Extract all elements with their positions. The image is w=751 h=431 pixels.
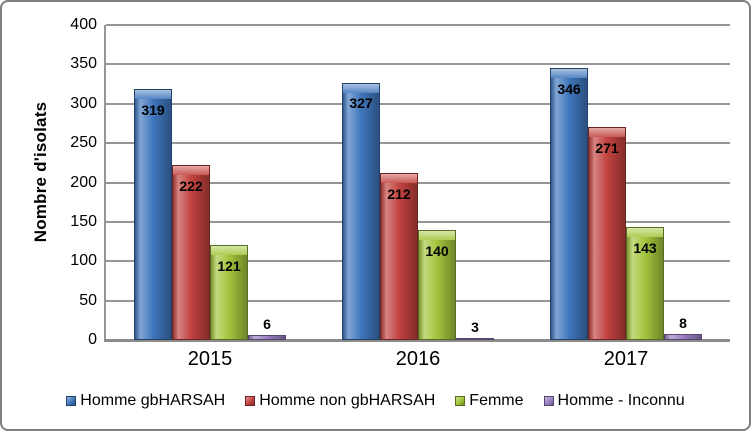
legend-marker-icon [245, 396, 256, 406]
y-tick-label: 250 [70, 134, 97, 152]
bar-value-label: 271 [595, 139, 619, 156]
bar-femme [626, 227, 664, 340]
bar-homme-inconnu [248, 335, 286, 340]
bar-femme [418, 229, 456, 340]
gridline [106, 142, 730, 145]
bar-homme-gbharsah [550, 67, 588, 340]
legend-item: Homme - Inconnu [543, 392, 685, 410]
legend-marker-icon [543, 396, 554, 406]
x-tick-label: 2016 [395, 348, 441, 370]
bar-bevel-cap [135, 89, 171, 99]
legend: Homme gbHARSAH Homme non gbHARSAH Femme Hom… [2, 392, 749, 410]
bar-value-label: 319 [141, 101, 165, 118]
bar-value-label: 222 [179, 178, 203, 195]
y-tick-label: 100 [70, 252, 97, 270]
y-tick-label: 0 [88, 331, 97, 348]
legend-marker-icon [66, 396, 77, 406]
bar-value-label: 140 [425, 242, 449, 259]
bar-bevel-cap [627, 228, 663, 238]
bar-value-label: 121 [217, 257, 241, 274]
bar-value-label: 212 [387, 186, 411, 203]
x-tick-label: 2015 [187, 348, 233, 370]
gridline [106, 220, 730, 223]
bar-femme [210, 244, 248, 340]
bar-bevel-cap [551, 68, 587, 78]
bar-bevel-cap [211, 245, 247, 255]
legend-label: Homme - Inconnu [557, 392, 685, 409]
x-tick-label: 2017 [603, 348, 649, 370]
gridline [106, 102, 730, 105]
bar-bevel-cap [381, 174, 417, 184]
gridline [106, 63, 730, 66]
gridline [106, 181, 730, 184]
bar-value-label: 6 [263, 316, 271, 333]
legend-label: Homme non gbHARSAH [259, 392, 436, 409]
legend-item: Homme non gbHARSAH [245, 392, 435, 410]
y-tick-label: 200 [70, 173, 97, 191]
bar-bevel-cap [173, 166, 209, 176]
legend-item: Femme [455, 392, 524, 410]
y-tick-label: 350 [70, 55, 97, 73]
bar-bevel-cap [419, 230, 455, 240]
plot-area: 319 222 121 6 327 212 140 3 346 271 143 8 [104, 24, 730, 342]
bar-homme-inconnu [664, 333, 702, 340]
y-axis-line [104, 25, 106, 340]
bar-value-label: 327 [349, 95, 373, 112]
bar-homme-non-gbharsah [172, 165, 210, 340]
gridline [106, 24, 730, 26]
bar-homme-non-gbharsah [588, 126, 626, 340]
bar-value-label: 346 [557, 80, 581, 97]
bar-homme-gbharsah [342, 82, 380, 340]
y-tick-label: 400 [70, 16, 97, 33]
bar-value-label: 3 [471, 318, 479, 335]
y-tick-label: 300 [70, 94, 97, 112]
bar-bevel-cap [589, 127, 625, 137]
bar-homme-non-gbharsah [380, 173, 418, 340]
x-axis-line [104, 339, 730, 342]
legend-label: Homme gbHARSAH [80, 392, 226, 409]
bar-bevel-cap [343, 83, 379, 93]
legend-label: Femme [469, 392, 524, 409]
y-tick-label: 50 [79, 291, 97, 309]
bar-value-label: 8 [679, 314, 687, 331]
legend-marker-icon [455, 396, 466, 406]
bar-homme-gbharsah [134, 88, 172, 340]
bar-value-label: 143 [633, 240, 657, 257]
bar-homme-inconnu [456, 337, 494, 340]
legend-item: Homme gbHARSAH [66, 392, 225, 410]
y-tick-label: 150 [70, 212, 97, 230]
